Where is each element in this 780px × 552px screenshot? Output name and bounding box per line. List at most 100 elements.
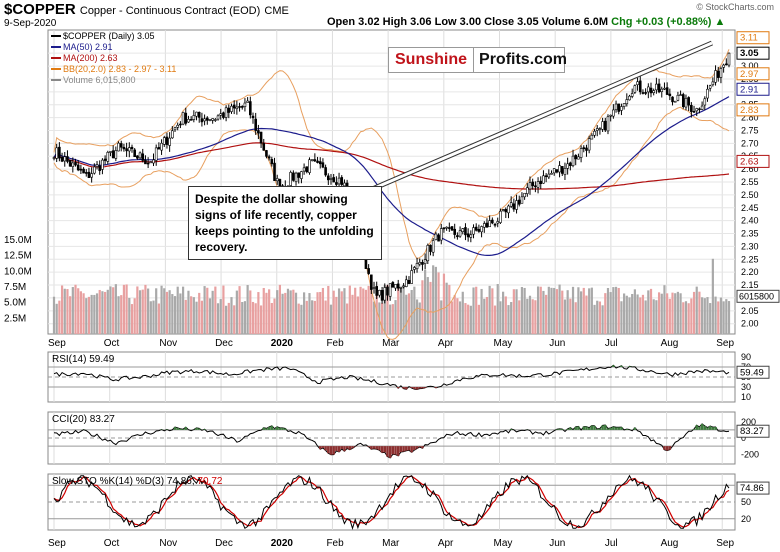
volume-bar	[512, 289, 515, 334]
volume-bar	[483, 298, 486, 334]
candle-body	[337, 177, 341, 185]
candle-body	[297, 172, 301, 178]
volume-bar	[184, 299, 187, 334]
candle-body	[55, 147, 58, 159]
volume-bar	[219, 299, 222, 334]
cci-last-label: 83.27	[740, 426, 764, 437]
candle-body	[270, 159, 274, 165]
candle-body	[146, 162, 150, 165]
volume-bar	[542, 290, 545, 334]
volume-bar	[144, 284, 147, 334]
candle-body	[507, 205, 510, 214]
volume-bar	[604, 293, 607, 334]
volume-bar	[163, 288, 166, 334]
volume-bar	[192, 297, 195, 334]
volume-bar	[606, 287, 610, 334]
volume-bar	[421, 280, 424, 334]
candle-body	[509, 202, 513, 207]
candle-body	[474, 226, 478, 231]
volume-bar	[246, 285, 249, 334]
volume-bar	[77, 288, 80, 334]
price-tick-label: 2.50	[741, 190, 759, 200]
volume-bar	[515, 289, 518, 334]
right-price-box	[736, 67, 770, 81]
volume-bar	[321, 287, 325, 334]
cci-line	[53, 423, 730, 459]
volume-bar	[117, 296, 120, 334]
candle-body	[657, 83, 661, 93]
candle-body	[224, 107, 228, 118]
volume-bar	[644, 300, 647, 334]
candle-body	[243, 102, 247, 107]
volume-bar	[152, 300, 155, 334]
candle-body	[200, 118, 204, 123]
price-tick-label: 2.70	[741, 138, 759, 148]
candle-body	[111, 150, 115, 159]
volume-bar	[343, 288, 346, 334]
candle-body	[321, 162, 325, 168]
volume-bar	[467, 304, 470, 334]
volume-bar	[399, 286, 403, 334]
volume-bar	[262, 287, 265, 334]
volume-bar	[485, 296, 489, 334]
volume-bar	[706, 297, 709, 334]
volume-bar	[528, 295, 532, 334]
volume-bar	[225, 305, 228, 334]
volume-bar	[187, 290, 190, 334]
volume-bar	[319, 291, 322, 334]
right-price-box	[736, 82, 770, 96]
candle-body	[340, 177, 344, 185]
rsi-tick-label: 90	[741, 352, 751, 362]
candle-body	[259, 131, 263, 144]
candle-body	[698, 108, 701, 111]
candle-body	[477, 229, 481, 232]
candle-body	[536, 181, 540, 188]
candle-body	[679, 94, 682, 96]
volume-bar	[496, 284, 499, 334]
candle-body	[335, 182, 338, 185]
volume-bar	[160, 285, 163, 334]
volume-bar	[324, 300, 327, 334]
candle-body	[106, 152, 110, 162]
x-tick-label-bottom: Aug	[661, 538, 679, 549]
volume-bar	[415, 299, 419, 334]
candle-body	[544, 175, 548, 178]
volume-bar	[453, 295, 456, 334]
volume-bar	[555, 289, 558, 334]
candle-body	[641, 92, 645, 94]
candle-body	[149, 161, 153, 164]
candle-body	[488, 220, 491, 228]
right-price-label: 2.83	[740, 105, 759, 116]
candle-body	[122, 146, 126, 150]
candle-body	[114, 150, 118, 159]
price-tick-label: 2.55	[741, 177, 759, 187]
volume-bar	[90, 294, 93, 334]
candle-body	[579, 148, 583, 158]
volume-bar	[582, 287, 585, 334]
x-tick-label-bottom: 2020	[271, 538, 294, 549]
volume-bar	[523, 287, 526, 334]
volume-bar	[432, 265, 435, 334]
candle-body	[179, 123, 182, 126]
volume-bar	[278, 284, 281, 334]
volume-bar	[558, 284, 561, 334]
volume-bar	[539, 286, 542, 334]
right-price-box	[736, 154, 770, 168]
candle-body	[644, 92, 647, 94]
candle-body	[332, 177, 335, 183]
candle-body	[407, 280, 411, 284]
volume-bar	[329, 304, 333, 334]
volume-bar	[63, 288, 66, 334]
volume-bar	[461, 291, 464, 334]
candle-body	[152, 159, 155, 164]
volume-bar	[300, 304, 303, 334]
candle-body	[550, 172, 553, 175]
right-price-label: 2.97	[740, 69, 759, 80]
volume-bar	[579, 291, 583, 334]
candle-body	[421, 262, 424, 265]
volume-tick-label: 5.0M	[4, 298, 26, 309]
candle-body	[528, 182, 532, 190]
candle-body	[690, 104, 693, 112]
volume-bar	[354, 287, 357, 334]
